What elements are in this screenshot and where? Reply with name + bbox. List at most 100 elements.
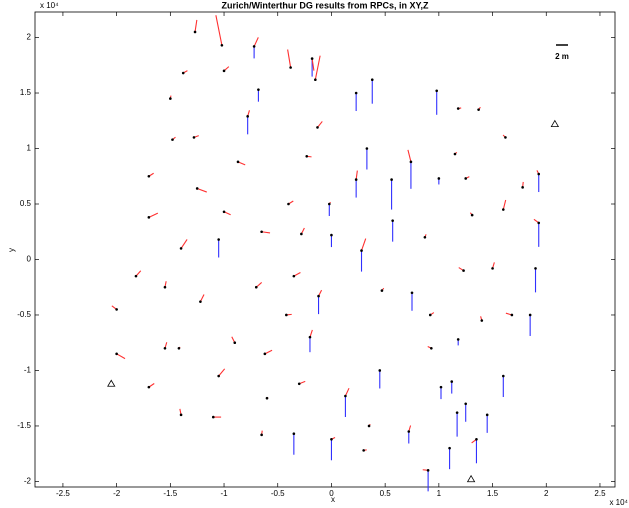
point [455,411,459,414]
xy-vector [116,353,126,360]
point [428,313,432,317]
xy-vector [502,199,507,210]
xy-vector [218,368,226,377]
point [330,437,333,441]
y-tick-label: -2 [24,477,32,486]
point [285,313,288,317]
xy-vector [311,58,315,71]
point [448,446,451,450]
point [310,57,314,60]
y-tick-label: 0 [27,255,32,264]
xy-vector [344,387,350,397]
point [360,249,363,252]
point [300,232,303,236]
point [344,394,347,398]
point [297,382,301,386]
point [470,213,474,217]
point [115,352,118,356]
point [426,469,430,472]
point [477,108,480,111]
point [450,380,454,383]
y-tick-label: 1 [27,144,32,153]
point [163,285,167,289]
x-tick-label: 0.5 [380,489,392,498]
point [220,43,224,47]
point [171,138,174,141]
y-tick-label: 1.5 [20,88,32,97]
x-tick-label: -0.5 [271,489,285,498]
x-tick-label: 2.5 [594,489,606,498]
point [181,71,185,75]
xy-vector [253,37,259,47]
point [147,385,151,389]
x-axis-label: x [331,495,335,504]
point [437,177,441,180]
xy-vector [407,149,412,162]
point [292,432,296,436]
point [537,172,541,176]
point [439,385,443,389]
point [147,174,151,178]
point [317,294,320,298]
point [211,415,215,419]
point [177,346,181,350]
point [390,178,393,181]
point [260,433,263,437]
point [410,291,414,295]
point [480,319,484,322]
xy-vector [261,231,271,234]
point [199,300,202,303]
point [453,152,457,156]
y-tick-label: 0.5 [20,199,32,208]
point [380,289,384,292]
y-multiplier: x 10⁴ [40,1,59,10]
xy-vector [148,212,159,218]
x-tick-label: 1.5 [487,489,499,498]
point [391,219,394,222]
point [257,88,260,91]
point [462,269,465,272]
point [528,313,532,317]
point [316,126,319,129]
point [193,30,197,34]
point [485,413,489,417]
xy-vector [355,170,358,180]
point [192,136,196,139]
scale-bar-label: 2 m [555,52,569,61]
point [147,216,151,219]
point [314,78,317,81]
x-tick-label: -2.5 [56,489,70,498]
point [362,449,365,452]
point [222,210,226,214]
y-tick-label: -1 [24,366,32,375]
x-tick-label: 2 [544,489,549,498]
point [236,160,240,164]
point [330,233,333,237]
point [327,202,331,206]
point [370,78,374,81]
point [435,89,439,93]
point [475,437,478,441]
x-multiplier: x 10⁴ [609,498,628,507]
point [504,136,507,139]
point [292,274,296,278]
x-tick-label: -2 [113,489,121,498]
plot-frame [34,11,616,488]
point [491,267,494,270]
x-tick-label: 0 [329,489,334,498]
x-tick-label: 1 [437,489,442,498]
xy-vector [196,187,207,193]
point [260,230,263,234]
point [354,178,358,181]
point [252,45,256,48]
point [501,208,505,211]
point [407,430,411,433]
xy-vector [314,55,321,80]
point [179,247,183,250]
point [233,341,237,345]
point [367,424,371,428]
point [115,308,118,311]
chart-title: Zurich/Winterthur DG results from RPCs, … [222,0,429,10]
